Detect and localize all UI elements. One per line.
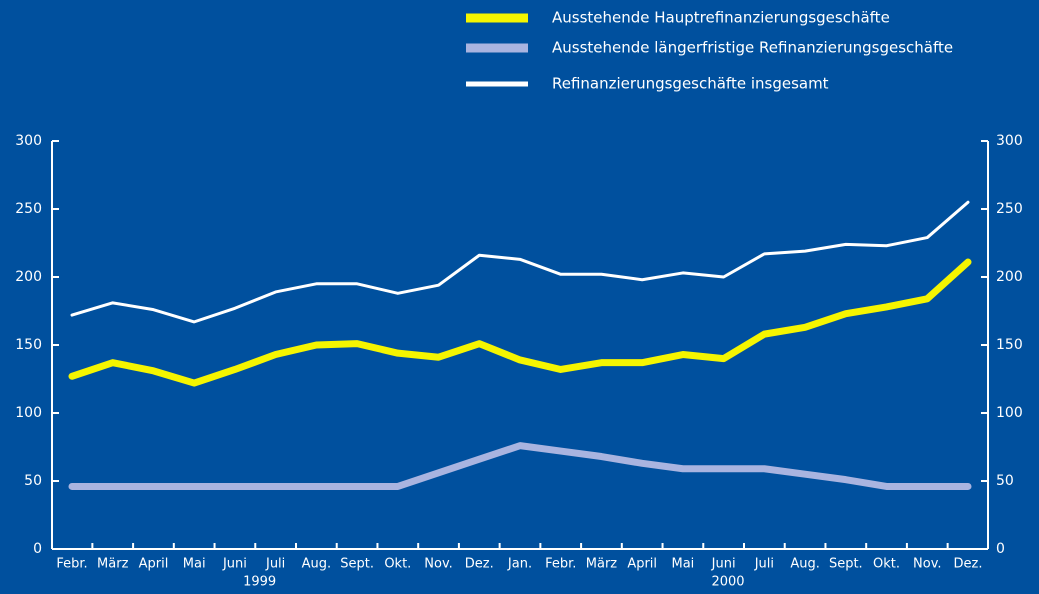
x-tick-label: Okt.	[384, 557, 411, 572]
x-tick-label: Sept.	[829, 557, 863, 572]
x-tick-label: Juni	[222, 557, 247, 572]
x-tick-label: Nov.	[424, 557, 453, 572]
x-tick-label: Febr.	[545, 557, 576, 572]
y-tick-label: 200	[15, 269, 42, 285]
y-tick-label: 0	[33, 541, 42, 557]
x-tick-label: Okt.	[873, 557, 900, 572]
y-tick-label: 300	[15, 133, 42, 149]
x-tick-label: Febr.	[56, 557, 87, 572]
y-tick-label: 50	[24, 473, 42, 489]
year-label: 1999	[243, 575, 276, 590]
y2-tick-label: 250	[996, 201, 1023, 217]
y2-tick-label: 150	[996, 337, 1023, 353]
x-tick-label: April	[627, 557, 657, 572]
series-line	[70, 200, 970, 324]
x-tick-label: Jan.	[507, 557, 532, 572]
x-tick-label: Dez.	[465, 557, 494, 572]
x-tick-label: Nov.	[913, 557, 942, 572]
y-tick-label: 250	[15, 201, 42, 217]
y2-tick-label: 300	[996, 133, 1023, 149]
series-line	[68, 258, 972, 387]
x-tick-label: Aug.	[790, 557, 820, 572]
y-tick-label: 100	[15, 405, 42, 421]
x-tick-label: Mai	[672, 557, 695, 572]
x-tick-label: Juli	[754, 557, 774, 572]
x-tick-label: März	[586, 557, 618, 572]
x-tick-label: Juni	[711, 557, 736, 572]
legend-label: Ausstehende längerfristige Refinanzierun…	[552, 39, 953, 57]
y2-tick-label: 0	[996, 541, 1005, 557]
x-tick-label: April	[139, 557, 169, 572]
y-tick-label: 150	[15, 337, 42, 353]
x-tick-label: Juli	[265, 557, 285, 572]
series-line	[68, 442, 972, 490]
legend-label: Refinanzierungsgeschäfte insgesamt	[552, 75, 829, 93]
legend-label: Ausstehende Hauptrefinanzierungsgeschäft…	[552, 9, 890, 27]
y2-tick-label: 200	[996, 269, 1023, 285]
x-tick-label: Aug.	[302, 557, 332, 572]
year-label: 2000	[711, 575, 744, 590]
y2-tick-label: 50	[996, 473, 1014, 489]
x-tick-label: Dez.	[954, 557, 983, 572]
x-tick-label: Mai	[183, 557, 206, 572]
x-tick-label: Sept.	[340, 557, 374, 572]
x-tick-label: März	[97, 557, 129, 572]
y2-tick-label: 100	[996, 405, 1023, 421]
